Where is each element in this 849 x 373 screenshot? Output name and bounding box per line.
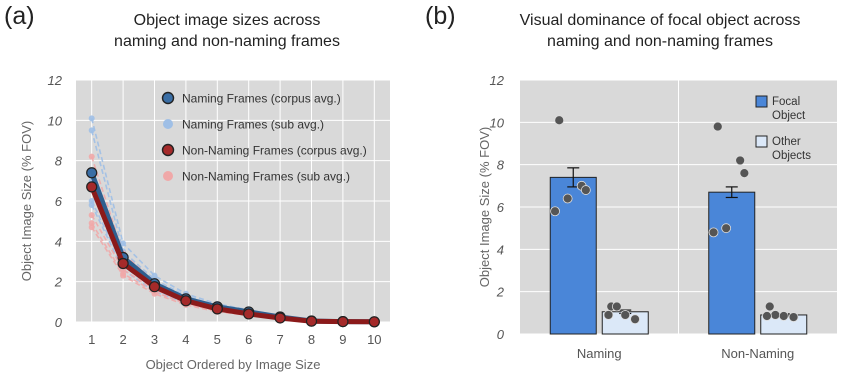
chart-title-a-line-2: naming and non-naming frames — [114, 33, 340, 50]
subject-point — [764, 301, 775, 312]
y-tick-label: 12 — [490, 73, 505, 88]
subject-point — [120, 272, 127, 279]
chart-title-b-line-2: naming and non-naming frames — [547, 33, 773, 50]
legend-label-line: Object — [772, 110, 806, 122]
subject-point — [580, 185, 591, 195]
legend-label-line: Focal — [772, 96, 800, 108]
category-label: Non-Naming — [721, 346, 794, 361]
subject-point — [611, 301, 622, 312]
x-tick-label: 6 — [245, 332, 252, 347]
data-point — [180, 295, 192, 307]
subject-point — [708, 227, 719, 238]
subject-point — [88, 115, 95, 122]
panel-label-b: (b) — [425, 2, 456, 30]
y-tick-label: 2 — [496, 285, 505, 300]
subject-point — [88, 224, 95, 231]
y-tick-label: 6 — [497, 200, 505, 215]
legend-swatch — [755, 95, 768, 108]
subject-point — [120, 240, 127, 247]
legend-label: Non-Naming Frames (sub avg.) — [182, 170, 350, 184]
x-tick-label: 5 — [214, 332, 221, 347]
bar-chart-b: 0 2 4 6 8 10 12 Object Image Size (% FOV) Naming… — [477, 73, 837, 361]
x-tick-label: 2 — [119, 332, 126, 347]
subject-point — [550, 206, 560, 217]
subject-point — [712, 121, 723, 132]
legend-label: Naming Frames (sub avg.) — [182, 118, 324, 132]
data-point — [86, 181, 98, 193]
bar — [549, 176, 597, 335]
subject-point — [788, 312, 799, 322]
x-tick-label: 4 — [182, 332, 189, 347]
y-tick-label: 8 — [55, 154, 63, 169]
subject-point — [151, 290, 158, 297]
subject-line — [90, 204, 375, 323]
subject-point — [721, 223, 732, 234]
subject-point — [778, 311, 789, 321]
chart-title-a-line-1: Object image sizes across — [133, 12, 321, 29]
panel-label-a: (a) — [4, 2, 35, 30]
panel-b: (b) Visual dominance of focal object acr… — [425, 0, 849, 373]
x-tick-label: 8 — [308, 332, 315, 347]
y-tick-label: 10 — [490, 115, 505, 130]
subject-point — [603, 310, 614, 320]
x-axis-label: Object Ordered by Image Size — [146, 357, 321, 372]
legend-marker — [163, 119, 173, 129]
y-tick-label: 8 — [497, 158, 505, 173]
x-tick-label: 7 — [276, 332, 283, 347]
legend-label: Naming Frames (corpus avg.) — [182, 92, 341, 106]
data-point — [274, 312, 286, 324]
subject-point — [554, 115, 565, 126]
data-point — [305, 315, 318, 327]
subject-point — [630, 314, 640, 325]
y-tick-label: 12 — [48, 73, 63, 88]
legend-label: Non-Naming Frames (corpus avg.) — [182, 144, 367, 158]
data-point — [148, 281, 161, 293]
y-tick-label: 10 — [48, 113, 63, 128]
y-tick-label: 4 — [497, 242, 504, 257]
chart-title-a: Object image sizes across naming and non… — [62, 10, 392, 52]
y-axis-label: Object Image Size (% FOV) — [477, 127, 492, 287]
subject-line — [91, 226, 375, 323]
y-tick-label: 6 — [55, 194, 63, 209]
legend-label-line: Other — [772, 136, 801, 148]
y-axis-label: Object Image Size (% FOV) — [19, 121, 34, 281]
y-tick-label: 0 — [55, 315, 63, 330]
data-point — [337, 315, 349, 328]
data-point — [368, 316, 380, 328]
y-tick-label: 0 — [497, 327, 505, 342]
x-tick-label: 9 — [339, 332, 346, 347]
x-tick-label: 3 — [151, 332, 158, 347]
x-tick-label: 10 — [367, 332, 381, 347]
subject-point — [739, 168, 750, 179]
subject-point — [562, 193, 573, 204]
y-tick-label: 2 — [54, 275, 63, 290]
legend-marker — [163, 171, 173, 181]
subject-point — [762, 311, 772, 321]
data-point — [211, 303, 223, 315]
subject-point — [620, 310, 631, 320]
bar — [708, 191, 756, 335]
subject-point — [735, 155, 746, 166]
subject-point — [88, 212, 95, 219]
x-tick-label: 1 — [88, 332, 95, 347]
legend-marker — [161, 91, 175, 105]
data-point — [243, 308, 255, 320]
data-point — [86, 167, 98, 179]
y-tick-label: 4 — [55, 234, 62, 249]
subject-point — [88, 153, 95, 160]
chart-title-b-line-1: Visual dominance of focal object across — [519, 12, 801, 29]
category-label: Naming — [577, 346, 622, 361]
data-point — [117, 257, 129, 270]
subject-point — [88, 202, 95, 209]
panel-a: (a) Object image sizes across naming and… — [0, 0, 420, 373]
legend-swatch — [755, 135, 768, 148]
subject-point — [770, 310, 781, 320]
chart-title-b: Visual dominance of focal object across … — [487, 10, 833, 52]
legend-marker — [161, 143, 175, 157]
subject-point — [88, 127, 95, 134]
series-line — [89, 185, 375, 325]
legend-label-line: Objects — [772, 150, 811, 162]
